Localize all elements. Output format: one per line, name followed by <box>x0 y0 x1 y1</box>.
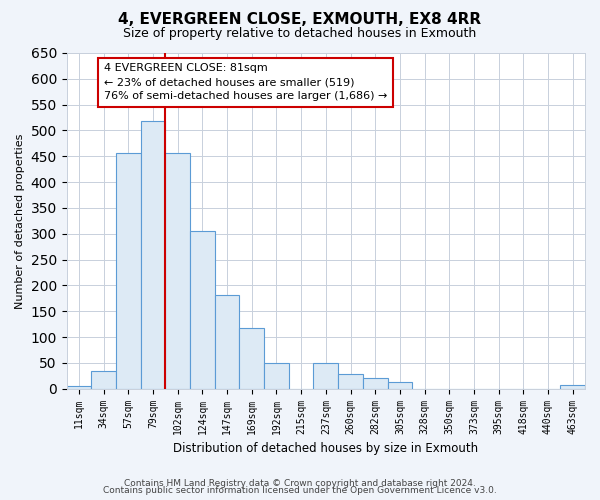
Bar <box>67 386 91 388</box>
Text: Contains HM Land Registry data © Crown copyright and database right 2024.: Contains HM Land Registry data © Crown c… <box>124 478 476 488</box>
Bar <box>338 374 363 388</box>
Bar <box>141 120 166 388</box>
Bar <box>91 370 116 388</box>
Bar <box>264 363 289 388</box>
Bar <box>116 152 141 388</box>
Y-axis label: Number of detached properties: Number of detached properties <box>15 133 25 308</box>
Bar <box>166 152 190 388</box>
Bar <box>363 378 388 388</box>
Bar <box>560 384 585 388</box>
Bar <box>215 295 239 388</box>
Bar <box>239 328 264 388</box>
Text: Size of property relative to detached houses in Exmouth: Size of property relative to detached ho… <box>124 28 476 40</box>
Text: Contains public sector information licensed under the Open Government Licence v3: Contains public sector information licen… <box>103 486 497 495</box>
Text: 4 EVERGREEN CLOSE: 81sqm
← 23% of detached houses are smaller (519)
76% of semi-: 4 EVERGREEN CLOSE: 81sqm ← 23% of detach… <box>104 64 387 102</box>
X-axis label: Distribution of detached houses by size in Exmouth: Distribution of detached houses by size … <box>173 442 478 455</box>
Bar <box>190 231 215 388</box>
Text: 4, EVERGREEN CLOSE, EXMOUTH, EX8 4RR: 4, EVERGREEN CLOSE, EXMOUTH, EX8 4RR <box>118 12 482 28</box>
Bar <box>313 363 338 388</box>
Bar <box>388 382 412 388</box>
